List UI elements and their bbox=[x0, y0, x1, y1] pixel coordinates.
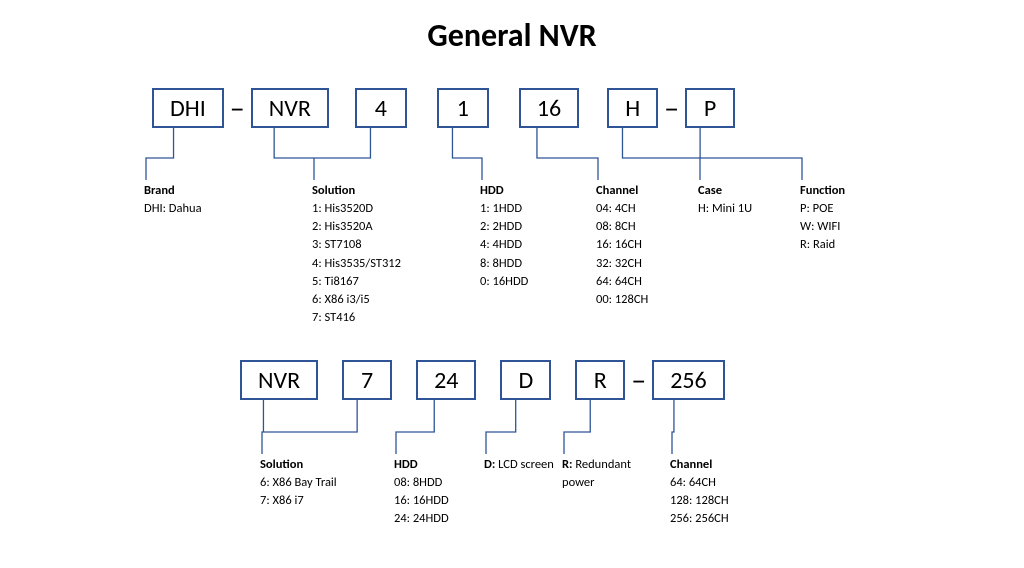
legend-function: Function P: POE W: WIFI R: Raid bbox=[800, 182, 880, 255]
legend-hdd-1: HDD 1: 1HDD 2: 2HDD 4: 4HDD 8: 8HDD 0: 1… bbox=[480, 182, 560, 291]
code-row-1: DHI – NVR 4 1 16 H – P bbox=[152, 88, 735, 128]
code-box: D bbox=[500, 360, 551, 400]
code-box: P bbox=[685, 88, 735, 128]
legend-solution-1: Solution 1: His3520D 2: His3520A 3: ST71… bbox=[312, 182, 442, 327]
legend-r: R: Redundant power bbox=[562, 456, 652, 492]
legend-hdd-2: HDD 08: 8HDD 16: 16HDD 24: 24HDD bbox=[394, 456, 474, 529]
code-box: 256 bbox=[652, 360, 725, 400]
dash-separator: – bbox=[658, 90, 685, 127]
page-title: General NVR bbox=[0, 0, 1024, 55]
code-box: DHI bbox=[152, 88, 224, 128]
code-row-2: NVR 7 24 D R – 256 bbox=[240, 360, 725, 400]
legend-case: Case H: Mini 1U bbox=[698, 182, 778, 218]
dash-separator: – bbox=[625, 362, 652, 399]
legend-solution-2: Solution 6: X86 Bay Trail 7: X86 i7 bbox=[260, 456, 370, 510]
legend-channel-1: Channel 04: 4CH 08: 8CH 16: 16CH 32: 32C… bbox=[596, 182, 686, 309]
code-box: 24 bbox=[416, 360, 476, 400]
code-box: 1 bbox=[437, 88, 489, 128]
code-box: 4 bbox=[355, 88, 407, 128]
legend-d: D: LCD screen bbox=[484, 456, 554, 474]
code-box: NVR bbox=[251, 88, 329, 128]
code-box: H bbox=[607, 88, 658, 128]
dash-separator: – bbox=[224, 90, 251, 127]
code-box: R bbox=[575, 360, 625, 400]
code-box: NVR bbox=[240, 360, 318, 400]
code-box: 7 bbox=[342, 360, 392, 400]
legend-brand: Brand DHI: Dahua bbox=[144, 182, 234, 218]
legend-channel-2: Channel 64: 64CH 128: 128CH 256: 256CH bbox=[670, 456, 760, 529]
code-box: 16 bbox=[519, 88, 579, 128]
